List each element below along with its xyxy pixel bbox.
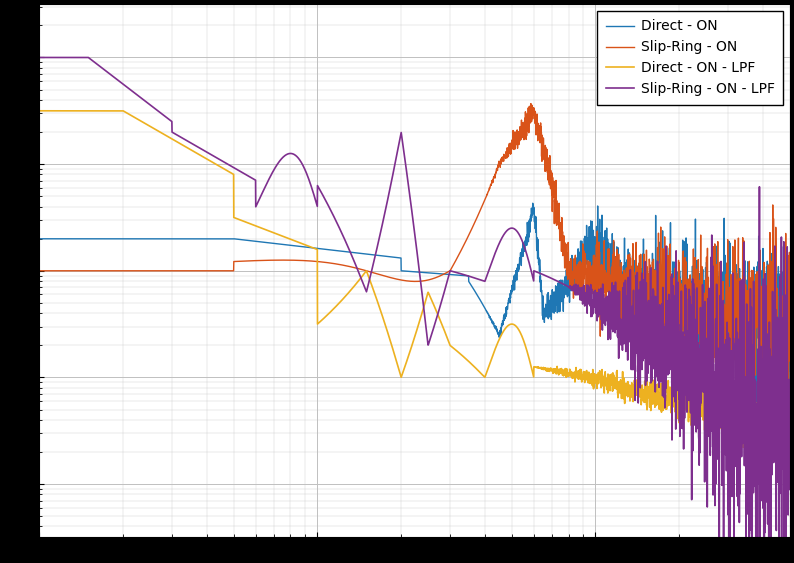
Slip-Ring - ON — [356, 266, 365, 272]
Slip-Ring - ON — [762, 363, 772, 370]
Legend: Direct - ON, Slip-Ring - ON, Direct - ON - LPF, Slip-Ring - ON - LPF: Direct - ON, Slip-Ring - ON, Direct - ON… — [598, 11, 783, 105]
Direct - ON - LPF — [350, 282, 360, 289]
Slip-Ring - ON - LPF — [391, 156, 401, 163]
Direct - ON — [725, 337, 734, 343]
Line: Direct - ON - LPF: Direct - ON - LPF — [40, 111, 790, 457]
Line: Direct - ON: Direct - ON — [40, 203, 790, 415]
Slip-Ring - ON — [785, 319, 794, 326]
Slip-Ring - ON — [391, 275, 401, 282]
Line: Slip-Ring - ON: Slip-Ring - ON — [40, 104, 790, 419]
Direct - ON — [356, 250, 365, 257]
Direct - ON - LPF — [725, 416, 734, 423]
Slip-Ring - ON - LPF — [350, 259, 360, 266]
Slip-Ring - ON - LPF — [580, 297, 589, 303]
Slip-Ring - ON — [580, 271, 589, 278]
Direct - ON - LPF — [580, 374, 589, 381]
Direct - ON - LPF — [762, 399, 772, 406]
Direct - ON - LPF — [757, 454, 767, 461]
Direct - ON — [785, 386, 794, 393]
Direct - ON — [762, 342, 772, 349]
Slip-Ring - ON - LPF — [762, 347, 772, 354]
Direct - ON - LPF — [785, 422, 794, 429]
Direct - ON — [752, 412, 761, 418]
Direct - ON — [528, 200, 538, 207]
Direct - ON - LPF — [35, 108, 44, 114]
Slip-Ring - ON - LPF — [785, 439, 794, 445]
Direct - ON - LPF — [356, 275, 365, 282]
Slip-Ring - ON — [35, 267, 44, 274]
Slip-Ring - ON — [759, 415, 769, 422]
Slip-Ring - ON — [725, 367, 734, 374]
Slip-Ring - ON - LPF — [356, 274, 365, 280]
Slip-Ring - ON - LPF — [725, 343, 734, 350]
Line: Slip-Ring - ON - LPF: Slip-Ring - ON - LPF — [40, 57, 790, 563]
Direct - ON — [391, 254, 401, 261]
Direct - ON — [580, 257, 589, 264]
Slip-Ring - ON — [526, 100, 536, 107]
Direct - ON - LPF — [391, 356, 401, 363]
Slip-Ring - ON - LPF — [35, 54, 44, 61]
Slip-Ring - ON — [350, 265, 360, 271]
Direct - ON — [350, 249, 360, 256]
Direct - ON — [35, 235, 44, 242]
